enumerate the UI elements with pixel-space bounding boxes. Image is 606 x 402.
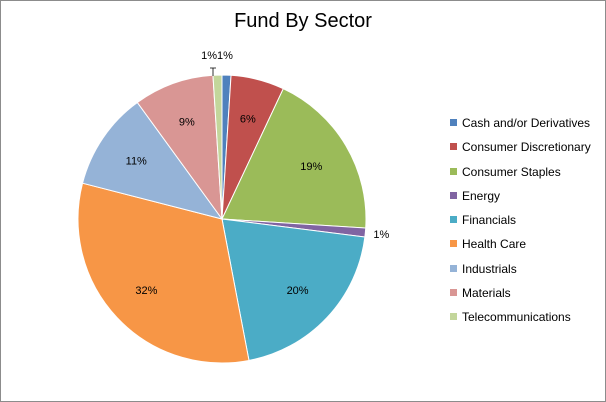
pie-slice-consumer-staples	[221, 88, 367, 229]
legend-swatch	[450, 143, 457, 151]
legend-swatch	[450, 119, 457, 126]
data-label-consumer-discretionary: 6%	[240, 114, 256, 126]
legend-swatch	[450, 167, 457, 175]
data-label-financials: 20%	[287, 285, 309, 297]
leader-line	[210, 67, 216, 76]
pie-slice-financials	[221, 218, 366, 362]
legend-item-industrials: Industrials	[445, 261, 603, 285]
legend-label: Financials	[462, 213, 517, 228]
data-label-telecommunications: 1%	[201, 50, 217, 62]
data-label-industrials: 11%	[126, 156, 147, 168]
legend-item-cash-and-or-derivatives: Cash and/or Derivatives	[445, 115, 603, 139]
pie-slice-health-care	[77, 182, 250, 364]
data-label-energy: 1%	[373, 229, 389, 241]
legend-item-consumer-discretionary: Consumer Discretionary	[445, 139, 603, 163]
legend-label: Industrials	[462, 261, 517, 276]
legend-label: Materials	[462, 286, 511, 301]
data-label-health-care: 32%	[135, 285, 157, 297]
legend-label: Consumer Staples	[462, 164, 561, 179]
chart-legend: Cash and/or Derivatives Consumer Discreti…	[445, 115, 603, 334]
legend-swatch	[450, 240, 457, 248]
pie-slice-materials	[136, 74, 223, 221]
legend-label: Telecommunications	[462, 310, 571, 325]
legend-label: Consumer Discretionary	[462, 140, 591, 155]
legend-swatch	[450, 264, 457, 272]
data-label-materials: 9%	[179, 116, 195, 128]
legend-swatch	[450, 289, 457, 297]
legend-label: Health Care	[462, 237, 527, 252]
legend-item-materials: Materials	[445, 285, 603, 309]
chart-title: Fund By Sector	[234, 10, 372, 32]
pie-slice-industrials	[81, 101, 224, 220]
legend-item-health-care: Health Care	[445, 236, 603, 260]
legend-label: Cash and/or Derivatives	[462, 116, 591, 130]
legend-item-financials: Financials	[445, 212, 603, 236]
data-label-cash-and-or-derivatives: 1%	[217, 50, 233, 62]
data-label-consumer-staples: 19%	[300, 161, 322, 173]
legend-item-consumer-staples: Consumer Staples	[445, 164, 603, 188]
legend-label: Energy	[462, 188, 501, 203]
legend-item-telecommunications: Telecommunications	[445, 309, 603, 333]
legend-item-energy: Energy	[445, 188, 603, 212]
legend-swatch	[450, 216, 457, 224]
legend-swatch	[450, 191, 457, 199]
legend-swatch	[450, 313, 457, 321]
